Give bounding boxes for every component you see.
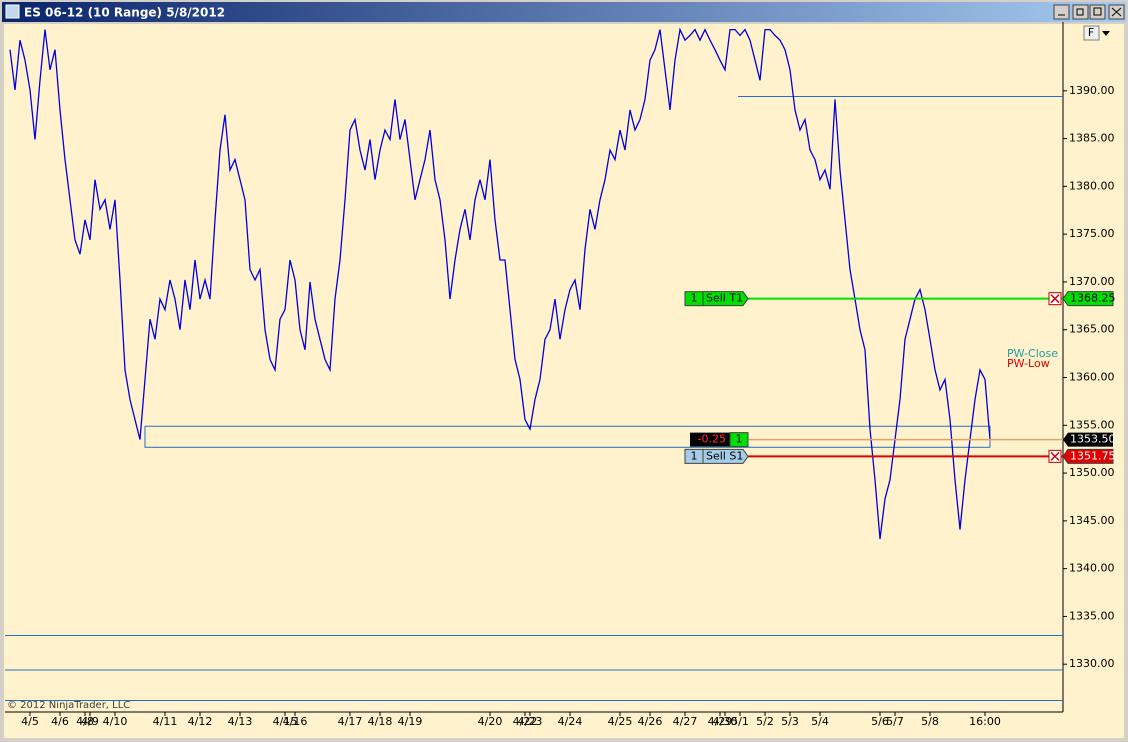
restore[interactable] [1072,4,1089,20]
price-tag [1062,448,1114,464]
x-tick-label: 5/4 [811,715,829,728]
x-tick-label: 4/29 [708,715,733,728]
window-title: ES 06-12 (10 Range) 5/8/2012 [24,6,225,20]
copyright: © 2012 NinjaTrader, LLC [7,700,130,711]
x-tick-label: 4/18 [368,715,393,728]
y-tick-label: 1345.00 [1069,514,1115,527]
x-tick-label: 4/15 [273,715,298,728]
x-tick-label: 4/10 [103,715,128,728]
x-tick-label: 4/23 [518,715,543,728]
price-line [9,27,991,540]
x-tick-label: 4/17 [338,715,363,728]
x-tick-label: 4/13 [228,715,253,728]
price-tag-label: 1351.75 [1070,449,1116,462]
order-cancel[interactable] [1048,292,1062,306]
window-buttons[interactable] [1053,4,1125,20]
position-qty: 1 [736,433,743,446]
x-tick-label: 4/27 [673,715,698,728]
x-tick-label: 4/9 [81,715,99,728]
y-tick-label: 1330.00 [1069,657,1115,670]
x-tick-label: 4/22 [513,715,538,728]
marker-label: PW-Close [1007,347,1058,360]
x-tick-label: 5/2 [756,715,774,728]
dropdown[interactable] [1102,31,1110,36]
x-tick-label: 5/3 [781,715,799,728]
order-qty: 1 [691,449,698,462]
order-label: Sell S1 [706,449,743,462]
y-tick-label: 1390.00 [1069,84,1115,97]
x-tick-label: 4/6 [51,715,69,728]
x-tick-label: 5/8 [921,715,939,728]
order-cancel[interactable] [1048,449,1062,463]
price-tag-label: 1368.25 [1070,292,1116,305]
y-tick-label: 1350.00 [1069,466,1115,479]
cancel-x [1050,294,1060,304]
price-tag [1063,432,1113,447]
position-qty-box [729,432,749,448]
x-tick-label: 4/11 [153,715,178,728]
app-icon [5,4,20,19]
cancel-x [1050,451,1060,461]
chart-panel [4,24,1124,738]
order-label-box [702,291,749,307]
y-tick-label: 1335.00 [1069,609,1115,622]
pnl-box [690,432,730,447]
x-tick-label: 4/24 [558,715,583,728]
title-bar [2,2,1126,22]
order-label-box [702,448,749,464]
y-tick-label: 1340.00 [1069,562,1115,575]
x-tick-label: 5/6 [871,715,889,728]
order-label: Sell T1 [706,292,743,305]
x-tick-label: 5/1 [731,715,749,728]
x-tick-label: 5/7 [886,715,904,728]
y-tick-label: 1375.00 [1069,227,1115,240]
y-tick-label: 1360.00 [1069,371,1115,384]
marker-label: PW-Low [1007,357,1050,370]
y-tick-label: 1380.00 [1069,179,1115,192]
order-qty: 1 [691,292,698,305]
x-tick-label: 16:00 [969,715,1001,728]
x-tick-label: 4/12 [188,715,213,728]
price-tag [1062,291,1114,307]
x-tick-label: 4/30 [713,715,738,728]
y-tick-label: 1370.00 [1069,275,1115,288]
f-button[interactable] [1083,25,1100,41]
x-tick-label: 4/8 [76,715,94,728]
x-tick-label: 4/16 [283,715,308,728]
pnl: -0.25 [698,433,726,446]
y-tick-label: 1365.00 [1069,323,1115,336]
y-tick-label: 1355.00 [1069,418,1115,431]
x-tick-label: 4/5 [21,715,39,728]
minimize[interactable] [1053,4,1070,20]
x-tick-label: 4/26 [638,715,663,728]
x-tick-label: 4/20 [478,715,503,728]
price-tag-label: 1353.50 [1070,433,1116,446]
plot-area [5,27,1063,702]
x-tick-label: 4/25 [608,715,633,728]
x-tick-label: 4/19 [398,715,423,728]
f-button-label[interactable]: F [1088,26,1094,39]
y-tick-label: 1385.00 [1069,132,1115,145]
maximize[interactable] [1089,4,1106,20]
